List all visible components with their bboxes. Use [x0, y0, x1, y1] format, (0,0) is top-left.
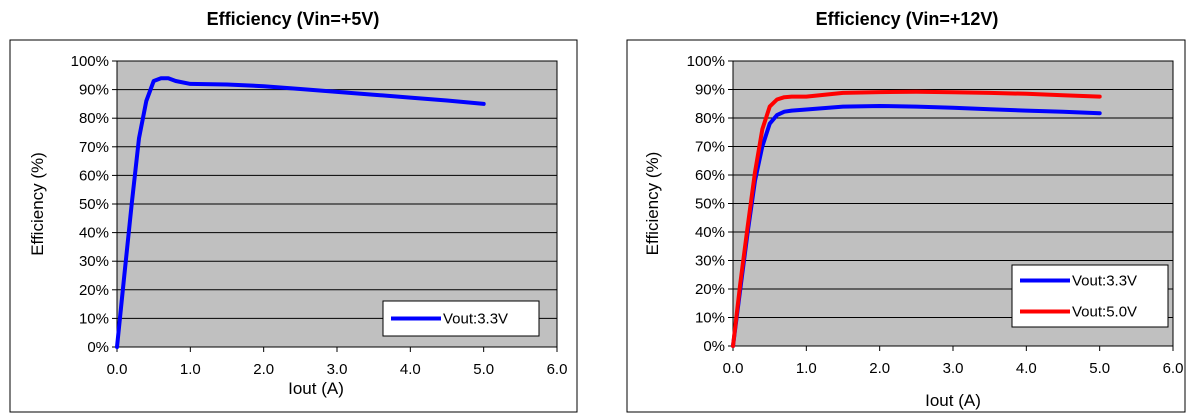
y-tick-label: 30%: [695, 253, 725, 270]
y-tick-label: 70%: [695, 139, 725, 156]
series-line-2: [731, 89, 1102, 348]
y-tick-label: 30%: [79, 253, 109, 270]
chart-title: Efficiency (Vin=+12V): [816, 9, 999, 29]
y-tick-label: 50%: [79, 196, 109, 213]
y-tick-label: 100%: [687, 53, 725, 70]
x-tick-label: 2.0: [253, 361, 274, 378]
y-tick-label: 40%: [79, 225, 109, 242]
chart-2: Efficiency (Vin=+12V) 0% 10% 20% 30% 40% 50% 60…: [626, 9, 1186, 413]
y-axis-label: Efficiency (%): [643, 152, 662, 256]
chart-1: Efficiency (Vin=+5V) 0% 10% 20% 30% 40% 50% 60%…: [9, 9, 578, 413]
y-tick-label: 80%: [79, 110, 109, 127]
y-tick-label: 60%: [79, 167, 109, 184]
y-tick-label: 90%: [79, 82, 109, 99]
x-tick-label: 1.0: [796, 360, 817, 377]
y-tick-label: 90%: [695, 82, 725, 99]
y-tick-label: 0%: [703, 338, 725, 355]
legend-label-1: Vout:3.3V: [1072, 273, 1137, 290]
y-tick-label: 10%: [79, 310, 109, 327]
x-tick-label: 6.0: [1163, 360, 1184, 377]
x-tick-label: 4.0: [1016, 360, 1037, 377]
chart-title: Efficiency (Vin=+5V): [207, 9, 380, 29]
x-tick-label: 0.0: [723, 360, 744, 377]
x-tick-label: 1.0: [180, 361, 201, 378]
y-tick-label: 10%: [695, 310, 725, 327]
series-line-1: [115, 76, 486, 349]
x-axis-label: Iout (A): [925, 391, 981, 410]
legend: [1011, 264, 1169, 328]
x-tick-label: 2.0: [869, 360, 890, 377]
x-tick-label: 3.0: [943, 360, 964, 377]
x-tick-label: 6.0: [547, 361, 568, 378]
y-tick-label: 0%: [87, 339, 109, 356]
y-axis-label: Efficiency (%): [28, 152, 47, 256]
y-tick-label: 20%: [695, 281, 725, 298]
legend-label-2: Vout:5.0V: [1072, 304, 1137, 321]
x-tick-label: 5.0: [1089, 360, 1110, 377]
x-tick-label: 5.0: [473, 361, 494, 378]
x-axis-label: Iout (A): [288, 379, 344, 398]
x-tick-label: 4.0: [400, 361, 421, 378]
y-tick-label: 80%: [695, 110, 725, 127]
y-tick-label: 70%: [79, 139, 109, 156]
y-tick-label: 50%: [695, 196, 725, 213]
x-tick-label: 3.0: [327, 361, 348, 378]
y-tick-label: 60%: [695, 167, 725, 184]
y-tick-label: 20%: [79, 282, 109, 299]
y-tick-label: 40%: [695, 224, 725, 241]
legend-label-1: Vout:3.3V: [443, 311, 508, 328]
x-tick-label: 0.0: [107, 361, 128, 378]
y-tick-label: 100%: [71, 53, 109, 70]
